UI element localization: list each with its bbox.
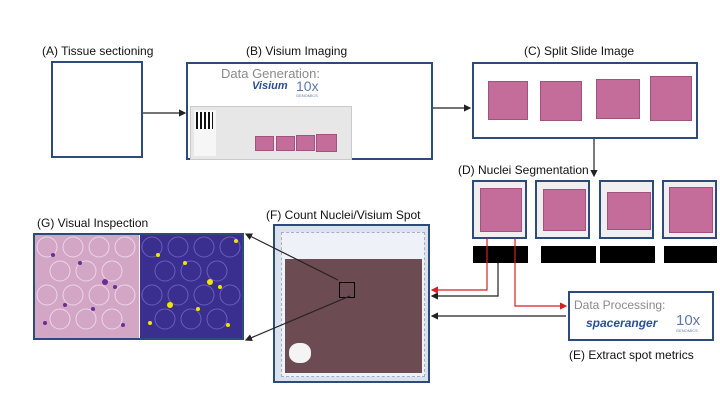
tissue-fold-artifact xyxy=(289,343,311,363)
arrow-d-to-e-red xyxy=(514,238,568,310)
segmentation-mask-3 xyxy=(600,246,655,263)
segmentation-mask-4 xyxy=(664,246,717,263)
arrow-d-to-f-red xyxy=(430,238,488,294)
data-generation-caption: Data Generation: xyxy=(221,66,321,81)
slide-section-1 xyxy=(255,136,274,151)
segmentation-thumb-4 xyxy=(662,180,717,239)
segmentation-thumb-3 xyxy=(599,180,654,239)
panel-e-label: (E) Extract spot metrics xyxy=(569,348,694,362)
panel-d-label: (D) Nuclei Segmentation xyxy=(458,163,589,177)
split-section-4 xyxy=(650,76,692,121)
panel-e-box: Data Processing: spaceranger 10x GENOMIC… xyxy=(568,291,714,341)
he-nuclei-overlay xyxy=(36,236,136,330)
segmentation-tissue-3 xyxy=(607,192,651,230)
segmentation-tissue-4 xyxy=(669,187,713,233)
split-section-2 xyxy=(540,81,582,121)
panel-a-box xyxy=(51,61,143,158)
slide-section-2 xyxy=(276,136,295,151)
visium-brand: Visium xyxy=(252,80,288,92)
panel-c-box xyxy=(472,62,698,139)
segmentation-tissue-2 xyxy=(543,189,586,231)
panel-b-box: Data Generation: Visium 10x GENOMICS xyxy=(186,62,433,160)
panel-g-box xyxy=(33,233,244,340)
panel-f-label: (F) Count Nuclei/Visium Spot xyxy=(266,208,421,222)
fluorescence-nuclei-overlay xyxy=(141,236,241,330)
panel-b-label: (B) Visium Imaging xyxy=(246,44,348,58)
zoom-line-top xyxy=(244,233,339,281)
split-section-1 xyxy=(488,81,528,120)
segmentation-mask-2 xyxy=(541,246,596,263)
zoom-line-bottom xyxy=(244,295,351,341)
panel-a-label: (A) Tissue sectioning xyxy=(42,44,154,58)
spaceranger-brand: spaceranger xyxy=(586,316,658,330)
tenx-logo-e: 10x xyxy=(676,312,701,329)
slide-section-3 xyxy=(296,135,315,151)
panel-g-label: (G) Visual Inspection xyxy=(37,216,149,230)
segmentation-thumb-1 xyxy=(472,180,527,239)
panel-f-box xyxy=(273,224,430,383)
arrow-d-to-f xyxy=(430,263,499,300)
qr-code-icon xyxy=(196,112,213,129)
tenx-logo-e-sub: GENOMICS xyxy=(676,328,698,333)
fluorescence-zoom-image xyxy=(140,235,242,338)
slide-barcode xyxy=(194,110,216,156)
panel-c-label: (C) Split Slide Image xyxy=(524,44,635,58)
slide-section-4 xyxy=(316,134,337,152)
tenx-logo-b-sub: GENOMICS xyxy=(296,93,318,98)
split-section-3 xyxy=(596,79,640,119)
tenx-logo-b: 10x xyxy=(296,78,319,94)
segmentation-thumb-2 xyxy=(535,180,590,239)
segmentation-tissue-1 xyxy=(480,188,522,232)
he-zoom-image xyxy=(35,235,139,338)
data-processing-caption: Data Processing: xyxy=(574,298,666,312)
